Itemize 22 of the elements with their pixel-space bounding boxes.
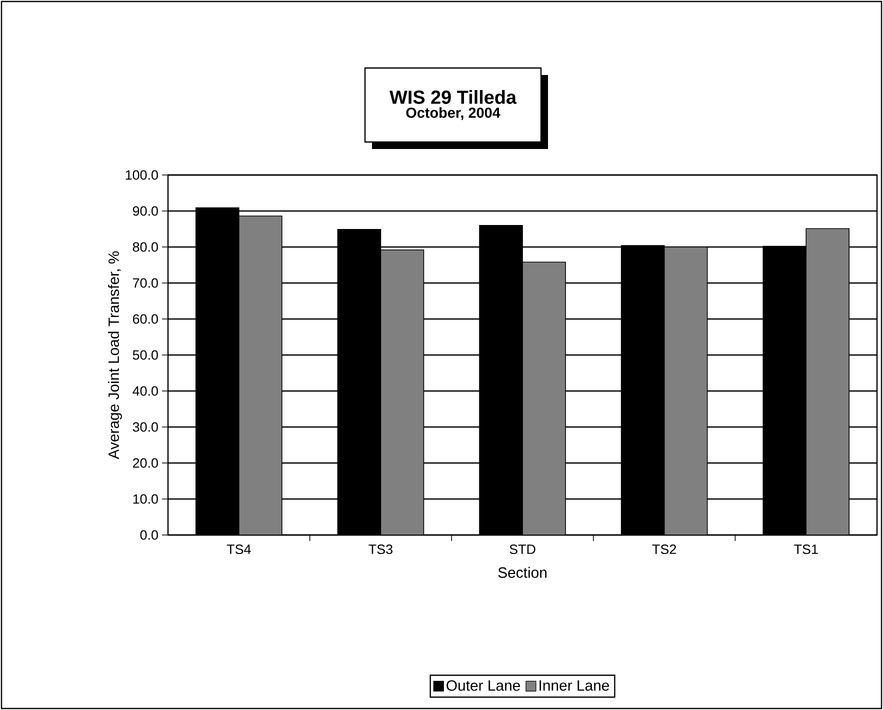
y-tick-label: 30.0 [132,422,158,432]
legend-label: Inner Lane [540,680,610,691]
x-tick-label: TS1 [794,544,818,554]
x-tick-label: STD [510,544,536,554]
chart-subtitle: October, 2004 [406,107,500,120]
x-tick-label: TS4 [226,544,251,554]
y-tick-label: 0.0 [140,530,158,540]
x-axis-title: Section [498,566,546,578]
x-tick-label: TS2 [652,544,676,554]
y-tick-label: 70.0 [132,278,158,288]
y-tick-label: 40.0 [132,386,158,396]
y-axis-title: Average Joint Load Transfer, % [108,251,122,460]
y-tick-label: 10.0 [133,494,158,504]
chart-title: WIS 29 Tilleda [390,90,517,104]
y-tick-label: 60.0 [132,314,158,324]
y-tick-label: 100.0 [126,170,158,180]
y-tick-label: 50.0 [132,350,158,360]
legend-label: Outer Lane [446,680,520,691]
x-tick-label: TS3 [368,544,392,554]
y-tick-label: 20.0 [132,458,158,468]
y-tick-label: 80.0 [132,242,158,252]
y-tick-label: 90.0 [132,206,158,216]
